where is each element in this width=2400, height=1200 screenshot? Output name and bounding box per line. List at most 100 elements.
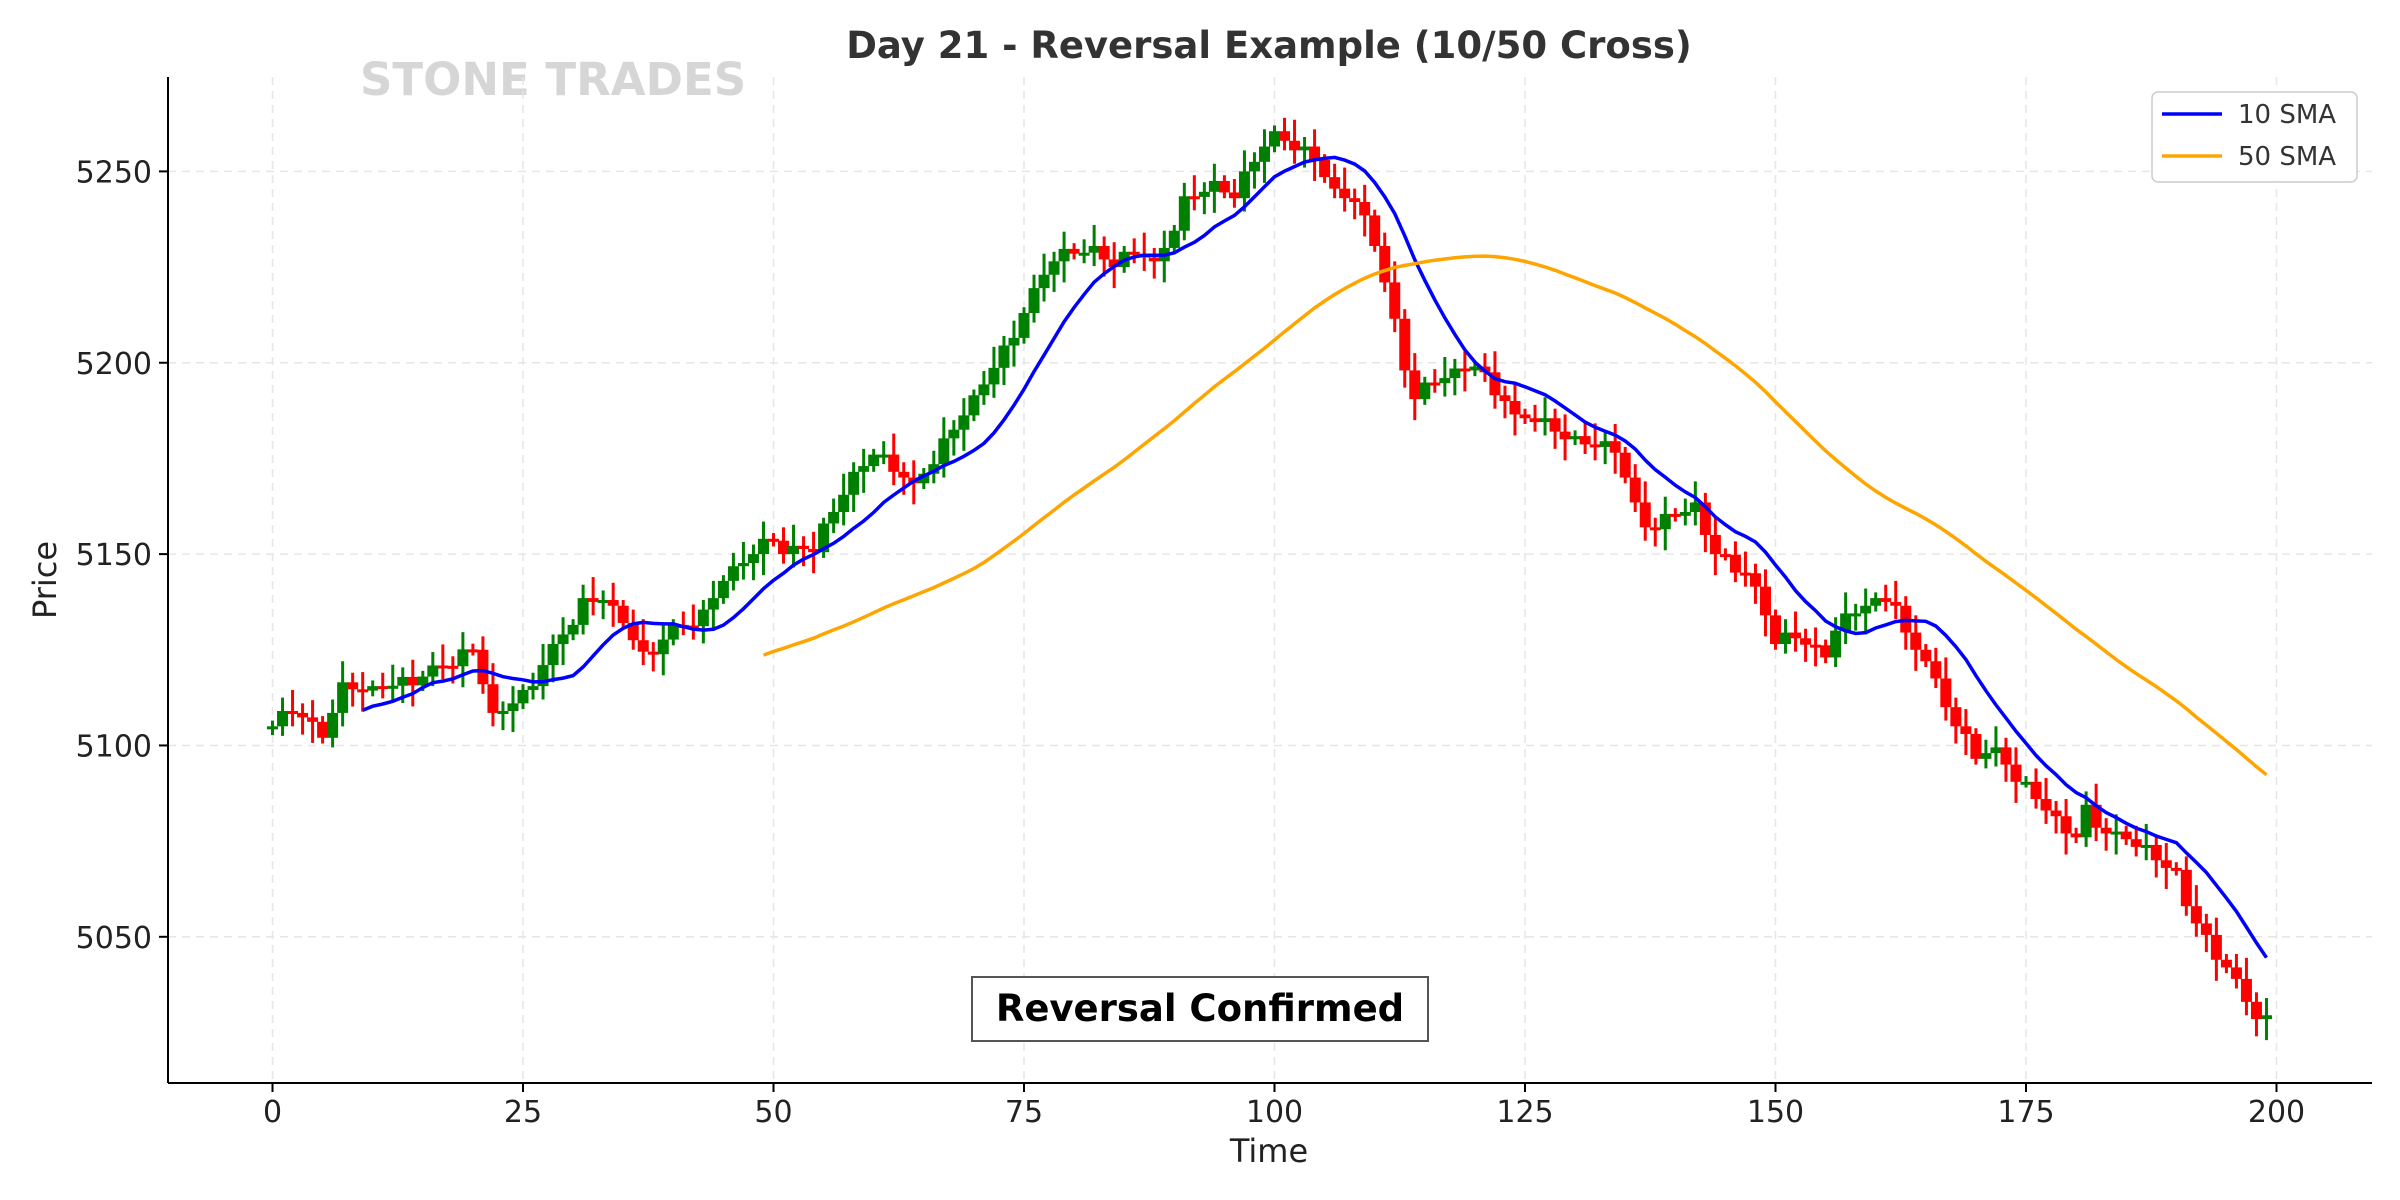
candle-down [1369,215,1381,247]
candle-up [2080,804,2092,838]
x-tick-label: 175 [1997,1095,2054,1130]
candle-up [727,566,739,581]
candle-down [1719,554,1731,558]
candle-down [1489,372,1501,396]
candle-down [357,689,369,693]
candle-down [1188,196,1200,200]
x-tick-label: 0 [263,1095,282,1130]
candle-down [1930,661,1942,679]
candle-up [567,624,579,635]
candle-down [1669,513,1681,517]
candle-up [337,682,349,713]
candle-down [1459,368,1471,372]
candle-up [417,676,429,686]
candle-down [2240,978,2252,1002]
candle-down [1970,733,1982,759]
candle-down [2250,1001,2262,1020]
candle-up [1078,252,1090,256]
candle-up [367,686,379,691]
candle-down [1289,140,1301,151]
candle-up [928,464,940,474]
candle-down [347,682,359,690]
candle-down [1309,146,1321,160]
candle-down [2200,923,2212,935]
candle-down [2220,959,2232,968]
y-tick-label: 5050 [76,921,152,956]
x-tick-label: 150 [1747,1095,1804,1130]
candle-up [717,580,729,599]
candle-down [637,640,649,652]
x-tick-label: 125 [1496,1095,1553,1130]
y-tick-label: 5150 [76,538,152,573]
candle-down [1359,202,1371,216]
y-tick-label: 5250 [76,155,152,190]
candle-up [527,686,539,690]
candle-down [447,665,459,669]
candle-up [868,454,880,467]
candle-down [1389,282,1401,319]
candle-up [1168,230,1180,248]
candle-up [878,454,890,458]
candle-down [2160,860,2172,868]
candle-up [918,473,930,484]
y-axis-label: Price [26,541,64,619]
candle-up [988,367,1000,385]
candle-up [737,563,749,567]
candle-down [1639,502,1651,528]
candle-up [978,384,990,396]
legend: 10 SMA 50 SMA [2151,91,2358,183]
candle-down [2190,906,2202,924]
candle-down [2170,867,2182,871]
candle-down [768,538,779,542]
candle-up [507,703,519,712]
candle-up [1780,632,1792,645]
candle-down [2040,799,2052,811]
candle-up [497,711,509,715]
candle-up [1028,288,1040,313]
candle-down [1148,257,1160,262]
candle-down [2090,804,2102,828]
candle-down [1529,418,1541,423]
candle-up [1599,441,1611,447]
candle-down [617,605,629,623]
candle-down [2060,816,2072,834]
candle-up [1830,630,1842,658]
candle-up [828,512,840,524]
candle-up [1419,382,1431,400]
candle-down [1810,644,1822,648]
candle-down [2050,810,2062,817]
candle-down [1108,259,1120,268]
candle-up [277,711,289,727]
candle-down [1429,382,1441,386]
candle-down [1950,707,1962,727]
candle-up [1058,248,1070,262]
candle-down [297,712,309,718]
candle-up [1850,613,1862,617]
candle-down [1339,188,1351,199]
candle-down [1409,370,1421,400]
x-tick-label: 25 [504,1095,542,1130]
candle-down [1920,649,1932,662]
candle-down [627,622,639,641]
candle-up [1439,378,1451,384]
candle-down [1279,131,1291,141]
candle-up [757,538,769,555]
candle-down [1589,444,1601,448]
candle-down [798,545,810,549]
candle-down [1329,177,1341,189]
candle-down [1749,573,1761,587]
candle-up [858,466,870,472]
candle-down [437,665,449,669]
candle-up [1088,246,1100,253]
candle-down [1228,192,1240,199]
x-tick-label: 75 [1005,1095,1043,1130]
candle-down [647,651,659,655]
candle-down [1128,251,1140,255]
candle-up [1860,605,1872,614]
candle-down [2180,869,2192,907]
candle-up [537,665,549,687]
grid [168,77,2372,1083]
candle-down [1790,632,1802,639]
candle-up [707,598,719,610]
candle-up [1449,368,1461,379]
